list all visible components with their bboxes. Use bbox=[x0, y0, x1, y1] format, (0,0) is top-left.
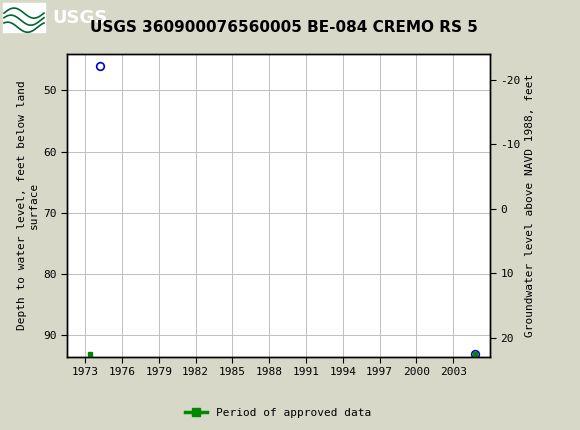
Legend: Period of approved data: Period of approved data bbox=[181, 404, 376, 423]
Bar bbox=[3, 3, 45, 32]
Y-axis label: Depth to water level, feet below land
surface: Depth to water level, feet below land su… bbox=[17, 80, 39, 330]
Text: USGS 360900076560005 BE-084 CREMO RS 5: USGS 360900076560005 BE-084 CREMO RS 5 bbox=[90, 21, 478, 35]
Y-axis label: Groundwater level above NAVD 1988, feet: Groundwater level above NAVD 1988, feet bbox=[525, 74, 535, 337]
Text: USGS: USGS bbox=[52, 9, 107, 27]
